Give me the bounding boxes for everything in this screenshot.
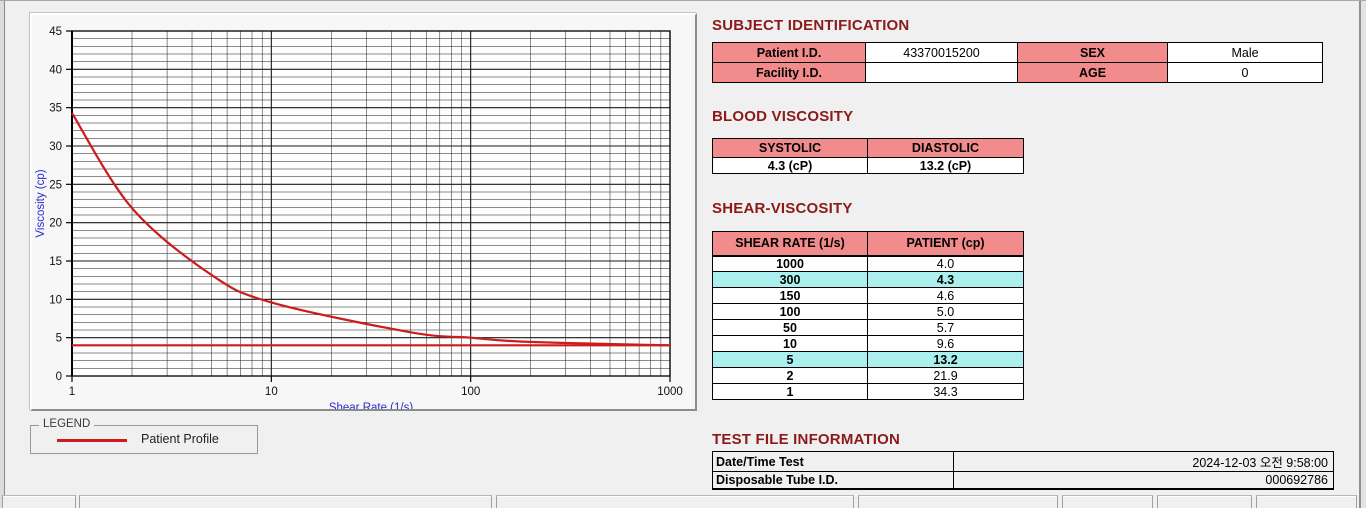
legend-box: LEGEND Patient Profile: [30, 418, 258, 454]
svg-text:20: 20: [49, 218, 62, 230]
table-row: 1 34.3: [712, 383, 1024, 400]
patient-cp-cell: 9.6: [867, 335, 1024, 352]
sex-label: SEX: [1017, 42, 1168, 63]
test-file-information-title: TEST FILE INFORMATION: [712, 431, 901, 448]
systolic-value: 4.3 (cP): [712, 157, 868, 174]
patient-cp-header: PATIENT (cp): [867, 231, 1024, 257]
svg-text:0: 0: [56, 371, 62, 383]
shear-rate-cell: 2: [712, 367, 868, 384]
status-bar-segment: [1157, 495, 1252, 508]
patient-cp-cell: 13.2: [867, 351, 1024, 368]
blood-viscosity-table: SYSTOLIC DIASTOLIC 4.3 (cP) 13.2 (cP): [712, 138, 1024, 174]
patient-cp-cell: 4.3: [867, 271, 1024, 288]
patient-cp-cell: 34.3: [867, 383, 1024, 400]
status-bar-segment: [858, 495, 1058, 508]
svg-text:Viscosity (cp): Viscosity (cp): [35, 169, 47, 237]
status-bar-segment: [1062, 495, 1153, 508]
age-value: 0: [1167, 62, 1323, 83]
svg-text:45: 45: [49, 26, 62, 38]
svg-text:15: 15: [49, 256, 62, 268]
table-row: SYSTOLIC DIASTOLIC: [712, 138, 1024, 158]
table-row: 150 4.6: [712, 287, 1024, 304]
table-row: Disposable Tube I.D. 000692786: [712, 471, 1334, 490]
patient-cp-cell: 4.6: [867, 287, 1024, 304]
window-right-edge: [1359, 1, 1366, 508]
subject-identification-title: SUBJECT IDENTIFICATION: [712, 17, 910, 34]
table-row: 4.3 (cP) 13.2 (cP): [712, 157, 1024, 174]
svg-text:10: 10: [265, 386, 278, 398]
svg-text:5: 5: [56, 333, 62, 345]
svg-text:Shear Rate (1/s): Shear Rate (1/s): [329, 402, 414, 409]
table-row: 100 5.0: [712, 303, 1024, 320]
legend-series-label: Patient Profile: [141, 432, 219, 446]
date-time-test-label: Date/Time Test: [712, 451, 954, 472]
facility-id-value: [865, 62, 1018, 83]
shear-rate-header: SHEAR RATE (1/s): [712, 231, 868, 257]
window-left-edge: [0, 1, 5, 508]
table-header-row: SHEAR RATE (1/s) PATIENT (cp): [712, 231, 1024, 257]
svg-text:30: 30: [49, 141, 62, 153]
diastolic-value: 13.2 (cP): [867, 157, 1024, 174]
shear-rate-cell: 1000: [712, 255, 868, 272]
svg-text:1000: 1000: [657, 386, 683, 398]
svg-text:10: 10: [49, 294, 62, 306]
shear-viscosity-chart: 0 5 10 15 20 25 30 35 40 45 1 10 100 1000 Viscosity (c…: [35, 26, 683, 409]
table-row: 10 9.6: [712, 335, 1024, 352]
diastolic-header: DIASTOLIC: [867, 138, 1024, 158]
legend-title: LEGEND: [39, 418, 95, 430]
patient-cp-cell: 5.0: [867, 303, 1024, 320]
age-label: AGE: [1017, 62, 1168, 83]
table-row: Patient I.D. 43370015200 SEX Male: [712, 42, 1323, 63]
sex-value: Male: [1167, 42, 1323, 63]
shear-rate-cell: 1: [712, 383, 868, 400]
blood-viscosity-title: BLOOD VISCOSITY: [712, 108, 854, 125]
shear-rate-cell: 300: [712, 271, 868, 288]
table-row: 2 21.9: [712, 367, 1024, 384]
shear-rate-cell: 50: [712, 319, 868, 336]
test-file-information-table: Date/Time Test 2024-12-03 오전 9:58:00 Dis…: [712, 451, 1334, 490]
svg-text:40: 40: [49, 64, 62, 76]
patient-cp-cell: 21.9: [867, 367, 1024, 384]
table-row: 1000 4.0: [712, 255, 1024, 272]
shear-viscosity-title: SHEAR-VISCOSITY: [712, 200, 853, 217]
shear-rate-cell: 150: [712, 287, 868, 304]
table-row-highlighted: 5 13.2: [712, 351, 1024, 368]
facility-id-label: Facility I.D.: [712, 62, 866, 83]
status-bar-segment: [2, 495, 76, 508]
status-bar-segment: [1256, 495, 1357, 508]
shear-viscosity-table: SHEAR RATE (1/s) PATIENT (cp) 1000 4.0 3…: [712, 231, 1024, 400]
svg-text:100: 100: [461, 386, 480, 398]
patient-id-label: Patient I.D.: [712, 42, 866, 63]
table-row: Facility I.D. AGE 0: [712, 62, 1323, 83]
shear-rate-cell: 10: [712, 335, 868, 352]
table-row-highlighted: 300 4.3: [712, 271, 1024, 288]
status-bar-segment: [79, 495, 492, 508]
svg-text:25: 25: [49, 179, 62, 191]
status-bar-segment: [496, 495, 854, 508]
date-time-test-value: 2024-12-03 오전 9:58:00: [953, 451, 1334, 472]
subject-identification-table: Patient I.D. 43370015200 SEX Male Facili…: [712, 42, 1323, 83]
table-row: Date/Time Test 2024-12-03 오전 9:58:00: [712, 451, 1334, 472]
viscosity-chart-panel: 0 5 10 15 20 25 30 35 40 45 1 10 100 1000 Viscosity (c…: [30, 13, 697, 411]
patient-id-value: 43370015200: [865, 42, 1018, 63]
disposable-tube-id-value: 000692786: [953, 471, 1334, 490]
systolic-header: SYSTOLIC: [712, 138, 868, 158]
shear-rate-cell: 5: [712, 351, 868, 368]
patient-profile-line-swatch: [57, 439, 127, 442]
svg-text:1: 1: [69, 386, 75, 398]
patient-cp-cell: 5.7: [867, 319, 1024, 336]
disposable-tube-id-label: Disposable Tube I.D.: [712, 471, 954, 490]
patient-cp-cell: 4.0: [867, 255, 1024, 272]
table-row: 50 5.7: [712, 319, 1024, 336]
shear-rate-cell: 100: [712, 303, 868, 320]
svg-text:35: 35: [49, 103, 62, 115]
